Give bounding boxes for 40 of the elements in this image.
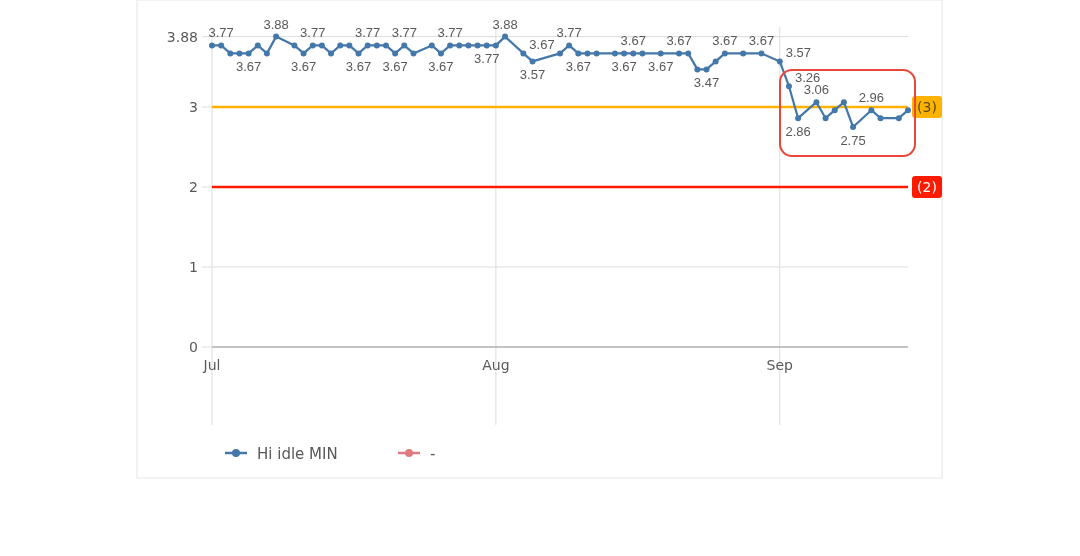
data-label: 3.77: [391, 25, 417, 41]
ref-line-label: (3): [917, 99, 937, 115]
data-label: 3.67: [666, 33, 692, 49]
data-label: 3.77: [300, 25, 326, 41]
y-tick-label: 2: [189, 179, 198, 195]
data-label: 3.67: [529, 37, 555, 53]
data-label: 2.86: [785, 124, 811, 140]
data-label: 3.77: [474, 51, 500, 67]
data-label: 3.67: [565, 59, 591, 75]
data-label: 3.67: [748, 33, 775, 49]
data-label: 3.67: [290, 59, 317, 75]
x-tick-label: Jul: [202, 357, 221, 373]
data-label: 3.67: [611, 59, 637, 75]
data-label: 3.67: [382, 59, 408, 75]
data-label: 3.67: [620, 33, 646, 49]
data-label: 3.57: [785, 45, 812, 61]
y-tick-label: 0: [189, 339, 198, 355]
y-tick-label: 1: [189, 259, 198, 275]
data-label: 3.88: [492, 16, 518, 32]
data-label: 3.67: [428, 59, 454, 75]
data-label: 3.67: [712, 33, 738, 49]
data-label: 2.96: [858, 90, 885, 106]
data-label: 3.67: [648, 59, 674, 75]
data-label: 3.67: [345, 59, 372, 75]
legend-label: -: [430, 445, 436, 463]
data-label: 3.88: [263, 16, 289, 32]
x-tick-label: Sep: [766, 357, 794, 373]
ref-line-label: (2): [917, 179, 937, 195]
y-tick-label: 3.88: [166, 28, 198, 45]
data-label: 3.57: [519, 67, 546, 83]
x-tick-label: Aug: [482, 357, 510, 373]
data-label: 3.77: [437, 25, 463, 41]
data-label: 3.67: [235, 59, 262, 75]
data-label: 2.75: [840, 133, 866, 148]
data-label: 3.77: [556, 25, 582, 41]
data-label: 3.77: [208, 25, 234, 41]
y-tick-label: 3: [189, 99, 198, 115]
data-label: 3.77: [355, 25, 381, 41]
legend-label: Hi idle MIN: [257, 445, 338, 463]
data-label: 3.47: [693, 75, 720, 91]
